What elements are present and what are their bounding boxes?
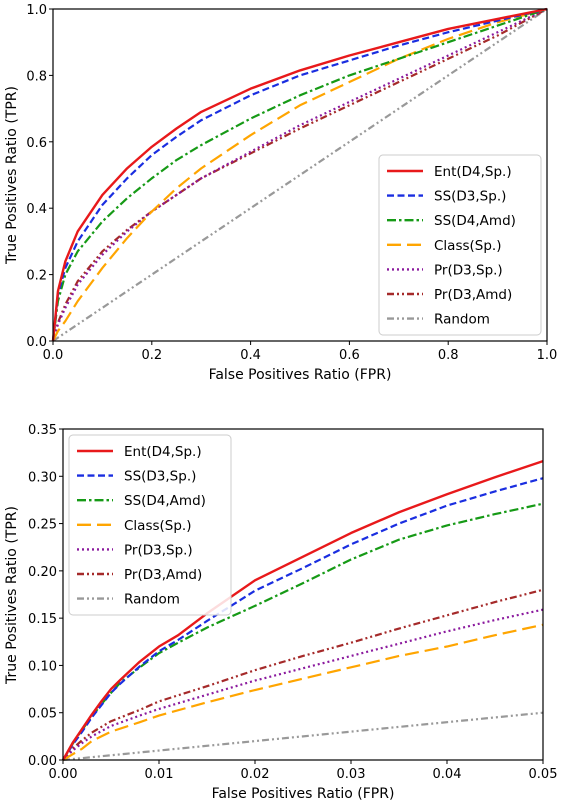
x-tick-label: 0.2 [141, 348, 162, 363]
y-tick-label: 0.0 [26, 335, 47, 350]
y-axis-label: True Positives Ratio (TPR) [4, 506, 20, 685]
series-line-Random [52, 8, 548, 342]
y-tick-label: 0.15 [28, 612, 57, 627]
legend: Ent(D4,Sp.) SS(D3,Sp.) SS(D4,Amd) Class(Sp.… [378, 154, 542, 336]
legend-label: Random [434, 312, 490, 328]
x-axis-label: False Positives Ratio (FPR) [212, 786, 395, 802]
x-tick-label: 0.4 [240, 348, 261, 363]
legend-label: Pr(D3,Sp.) [124, 542, 193, 558]
plot-frame [62, 428, 544, 761]
axis-ticks: 0.00 0.01 0.02 0.03 0.04 0.05 0.00 0.05 0.10 0.15… [28, 423, 557, 782]
legend-label: SS(D3,Sp.) [434, 189, 506, 205]
legend-label: Ent(D4,Sp.) [434, 164, 512, 180]
y-tick-label: 0.30 [28, 470, 57, 485]
y-tick-label: 0.6 [26, 136, 47, 151]
y-tick-label: 1.0 [26, 3, 47, 18]
legend-label: SS(D4,Amd) [124, 493, 206, 509]
y-tick-label: 0.25 [28, 518, 57, 533]
chart-zoomed-roc: 0.00 0.01 0.02 0.03 0.04 0.05 0.00 0.05 0.10 0.15… [4, 423, 557, 802]
y-tick-label: 0.2 [26, 269, 47, 284]
x-tick-label: 0.05 [529, 767, 558, 782]
y-tick-label: 0.8 [26, 69, 47, 84]
x-tick-label: 1.0 [537, 348, 558, 363]
y-tick-label: 0.05 [28, 707, 57, 722]
y-tick-label: 0.4 [26, 202, 47, 217]
series-line-Random [62, 711, 544, 762]
y-tick-label: 0.20 [28, 565, 57, 580]
legend-label: Pr(D3,Amd) [434, 287, 512, 303]
legend-label: Class(Sp.) [124, 518, 191, 534]
x-tick-label: 0.00 [49, 767, 78, 782]
x-tick-label: 0.01 [145, 767, 174, 782]
series-line-SS(D3,Sp.) [62, 477, 544, 761]
y-tick-label: 0.10 [28, 659, 57, 674]
legend-frame [378, 154, 542, 336]
chart-full-roc: 0.0 0.2 0.4 0.6 0.8 1.0 0.0 0.2 0.4 0.6 0.8 1.0 Fal… [4, 3, 557, 383]
x-tick-label: 0.8 [438, 348, 459, 363]
legend-label: Random [124, 592, 180, 608]
legend-label: Pr(D3,Sp.) [434, 262, 503, 278]
series-line-SS(D3,Sp.) [51, 7, 548, 342]
series-line-Pr(D3,Sp.) [51, 8, 548, 342]
legend-label: Pr(D3,Amd) [124, 567, 202, 583]
legend-label: Ent(D4,Sp.) [124, 444, 202, 460]
series-line-Pr(D3,Sp.) [62, 608, 544, 761]
y-tick-label: 0.35 [28, 423, 57, 438]
legend-label: Class(Sp.) [434, 238, 501, 254]
series-line-Class(Sp.) [62, 623, 544, 761]
legend-frame [68, 434, 232, 616]
legend-label: SS(D4,Amd) [434, 213, 516, 229]
series-line-Ent(D4,Sp.) [51, 7, 548, 342]
x-tick-label: 0.0 [43, 348, 64, 363]
plot-frame [52, 8, 548, 342]
x-tick-label: 0.04 [433, 767, 462, 782]
chart-marks [51, 7, 548, 342]
legend: Ent(D4,Sp.) SS(D3,Sp.) SS(D4,Amd) Class(Sp.… [68, 434, 232, 616]
y-tick-label: 0.00 [28, 754, 57, 769]
series-line-Pr(D3,Amd) [62, 588, 544, 761]
x-tick-label: 0.03 [337, 767, 366, 782]
legend-label: SS(D3,Sp.) [124, 469, 196, 485]
x-tick-label: 0.02 [241, 767, 270, 782]
series-line-Class(Sp.) [52, 7, 548, 342]
chart-marks [61, 460, 544, 762]
x-axis-label: False Positives Ratio (FPR) [209, 367, 392, 383]
y-axis-label: True Positives Ratio (TPR) [4, 86, 20, 265]
axis-ticks: 0.0 0.2 0.4 0.6 0.8 1.0 0.0 0.2 0.4 0.6 0.8 1.0 [26, 3, 557, 363]
x-tick-label: 0.6 [339, 348, 360, 363]
series-line-Ent(D4,Sp.) [61, 460, 544, 761]
